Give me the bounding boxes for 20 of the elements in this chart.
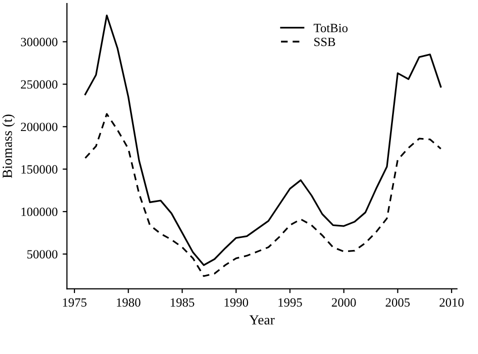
x-tick-label: 2005 — [386, 298, 410, 307]
x-tick-label: 1975 — [63, 298, 86, 307]
y-tick-label: 300000 — [20, 38, 58, 46]
legend-label: TotBio — [314, 24, 348, 32]
line-series — [84, 14, 442, 266]
legend-label: SSB — [314, 38, 336, 46]
y-axis-title: Biomass (t) — [2, 114, 15, 178]
x-tick-label: 1995 — [278, 298, 302, 307]
x-tick-label: 1985 — [170, 298, 194, 307]
x-tick-label: 1980 — [116, 298, 140, 307]
y-tick-label: 50000 — [27, 250, 58, 259]
y-tick-label: 200000 — [20, 122, 58, 132]
y-tick-label: 250000 — [20, 80, 58, 89]
x-tick-label: 2000 — [332, 298, 356, 307]
line-series — [84, 113, 442, 277]
x-axis-title: Year — [249, 315, 275, 325]
y-tick-label: 150000 — [21, 165, 58, 174]
y-tick-label: 100000 — [21, 208, 58, 216]
x-tick-label: 2010 — [440, 298, 464, 307]
x-tick-label: 1990 — [224, 298, 248, 307]
